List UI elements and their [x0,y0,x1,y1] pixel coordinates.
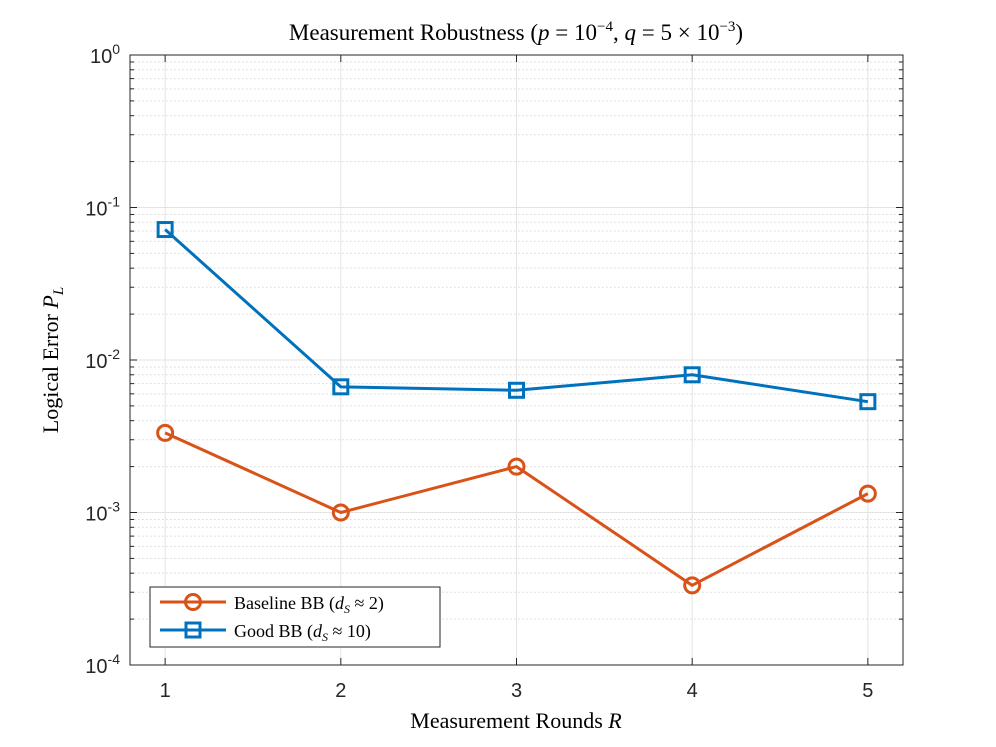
data-point-square [508,381,525,399]
data-point-square [859,393,877,411]
y-tick-label: 10-3 [85,499,120,526]
legend-marker-square [184,621,202,639]
legend-label-good: Good BB (dS ≈ 10) [234,621,371,644]
x-tick-label: 5 [862,680,873,702]
data-point-square [332,378,350,396]
y-tick-label: 10-1 [85,194,120,221]
data-point-circle [858,484,877,503]
data-point-circle [331,503,350,522]
x-axis-label: Measurement Rounds R [410,708,622,733]
series-line [164,228,869,404]
x-tick-label: 1 [160,680,171,702]
legend-label-baseline: Baseline BB (dS ≈ 2) [234,593,384,616]
data-point-circle [507,457,526,476]
chart-title: Measurement Robustness (p = 10−4, q = 5 … [289,19,743,45]
series-baseline [156,423,877,595]
series-group [156,221,877,595]
data-point-circle [683,576,702,595]
legend-entry-good: Good BB (dS ≈ 10) [160,621,371,644]
series-line [164,431,869,587]
y-tick-label: 10-2 [85,346,120,373]
legend-marker-circle [184,593,202,611]
x-tick-label: 4 [687,680,698,702]
x-tick-label: 3 [511,680,522,702]
data-point-square [156,221,174,239]
axis-ticks: 1 2 3 4 5 10-4 10-3 10-2 10-1 100 [85,41,903,702]
data-point-square [683,366,701,384]
legend: Baseline BB (dS ≈ 2) Good BB (dS ≈ 10) [149,586,441,648]
y-axis-label: Logical Error PL [38,287,67,433]
y-tick-label: 100 [90,41,120,68]
data-point-circle [156,423,175,442]
y-tick-label: 10-4 [85,651,120,678]
x-tick-label: 2 [335,680,346,702]
legend-entry-baseline: Baseline BB (dS ≈ 2) [160,593,384,616]
series-good [156,221,877,411]
